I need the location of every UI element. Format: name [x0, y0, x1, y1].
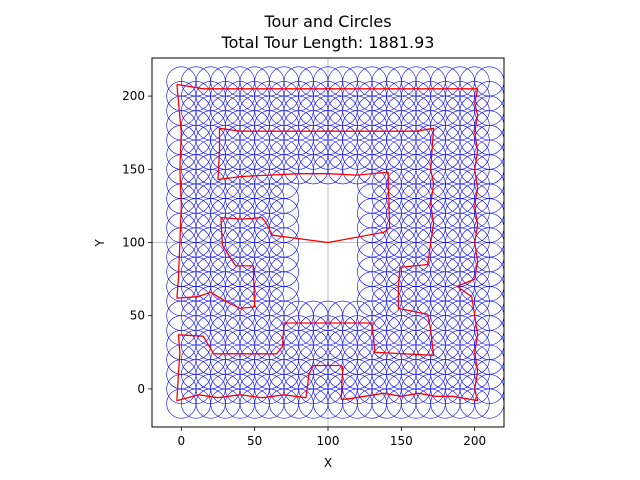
x-tick-label: 150: [390, 434, 413, 448]
y-tick-label: 150: [122, 162, 145, 176]
tour-path: [176, 83, 479, 402]
coverage-circle: [474, 66, 504, 97]
x-tick-label: 100: [317, 434, 340, 448]
y-tick-label: 0: [137, 382, 145, 396]
circle-layer: [166, 66, 504, 419]
y-tick-label: 50: [130, 309, 145, 323]
chart-title: Tour and Circles: [263, 12, 391, 31]
y-axis-ticks: 0 50 100 150 200: [122, 89, 152, 396]
y-tick-label: 200: [122, 89, 145, 103]
tour-layer: [176, 83, 479, 402]
coverage-circle: [474, 81, 504, 112]
x-axis-ticks: 0 50 100 150 200: [178, 427, 486, 448]
y-axis-label: Y: [93, 239, 107, 248]
x-tick-label: 50: [247, 434, 262, 448]
y-tick-label: 100: [122, 236, 145, 250]
chart-subtitle: Total Tour Length: 1881.93: [221, 33, 435, 52]
x-tick-label: 0: [178, 434, 186, 448]
x-tick-label: 200: [463, 434, 486, 448]
x-axis-label: X: [324, 456, 332, 470]
